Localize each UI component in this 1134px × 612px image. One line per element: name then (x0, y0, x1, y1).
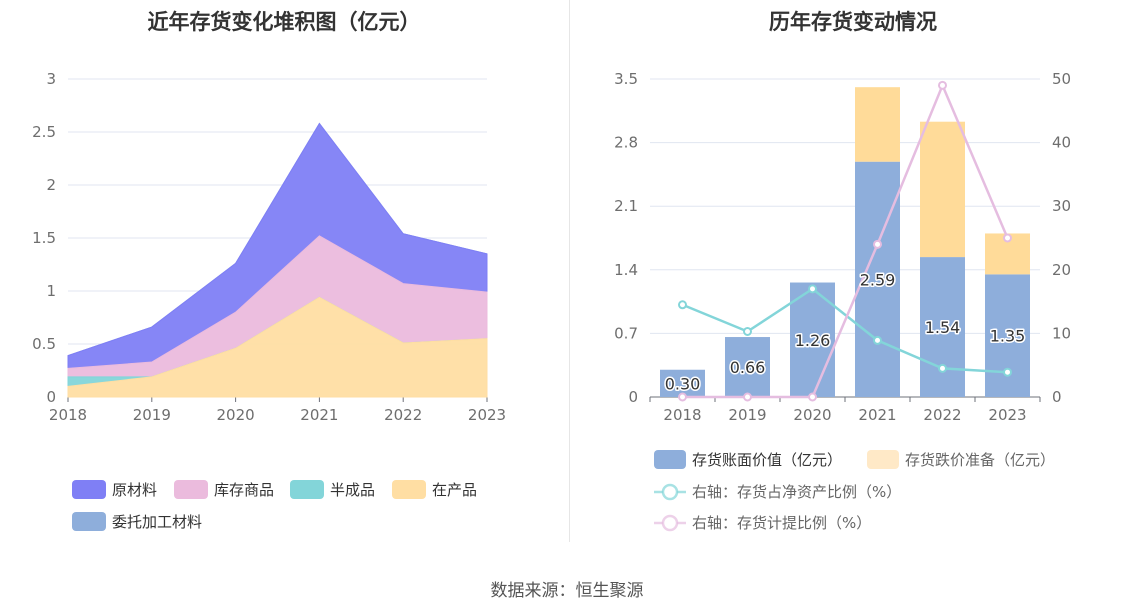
stacked-area-chart-panel: 近年存货变化堆积图（亿元） 0 0.5 1 1.5 2 2.5 3 2018 2019 2020 2… (0, 0, 568, 560)
y2-tick-label: 30 (1052, 197, 1071, 215)
line-point (873, 239, 882, 249)
legend-label: 原材料 (112, 481, 157, 499)
y-tick-label: 0 (46, 388, 56, 406)
y2-tick-label: 50 (1052, 70, 1071, 88)
y2-tick-label: 20 (1052, 261, 1071, 279)
legend-label: 存货跌价准备（亿元） (905, 451, 1055, 469)
x-tick-label: 2020 (217, 406, 255, 424)
y-tick-label: 0 (628, 388, 638, 406)
chart-title: 历年存货变动情况 (769, 10, 937, 34)
y-tick-label: 2.1 (614, 197, 638, 215)
legend-swatch (392, 480, 426, 499)
x-tick-label: 2020 (793, 406, 831, 424)
bar-book-value (725, 337, 770, 397)
line-point (678, 392, 687, 402)
inventory-bar-line-chart-panel: 历年存货变动情况 0 0.7 1.4 2.1 2.8 3.5 0 10 20 30 40 50 2018… (572, 0, 1134, 560)
legend-label: 在产品 (432, 481, 477, 499)
line-provision-ratio (682, 82, 1009, 399)
x-tick-label: 2023 (988, 406, 1026, 424)
bar-line-combo-chart: 0 0.7 1.4 2.1 2.8 3.5 0 10 20 30 40 50 2018 2019 2020 2… (614, 70, 1071, 532)
y-tick-label: 3.5 (614, 70, 638, 88)
area-series (67, 296, 488, 398)
line-point (808, 392, 817, 402)
x-tick-label: 2019 (133, 406, 171, 424)
legend-swatch (290, 480, 324, 499)
x-tick-label: 2021 (300, 406, 338, 424)
panel-divider (569, 0, 570, 542)
legend-swatch (174, 480, 208, 499)
y-tick-label: 1 (46, 282, 56, 300)
bar-value-label: 1.26 (795, 331, 831, 350)
legend-swatch (654, 450, 686, 469)
line-inventory-net-asset-ratio (682, 287, 1008, 374)
legend-label: 右轴：存货计提比例（%） (692, 514, 871, 532)
y-tick-label: 0.7 (614, 324, 638, 342)
line-point (1003, 367, 1012, 377)
legend-label: 存货账面价值（亿元） (692, 451, 842, 469)
y2-tick-label: 40 (1052, 134, 1071, 152)
y-tick-label: 1.5 (32, 229, 56, 247)
bar-book-value (920, 257, 965, 397)
x-tick-label: 2021 (858, 406, 896, 424)
line-point (873, 335, 882, 345)
y2-tick-label: 0 (1052, 388, 1062, 406)
bar-value-label: 1.35 (990, 327, 1026, 346)
chart-title: 近年存货变化堆积图（亿元） (147, 10, 421, 34)
x-tick-label: 2022 (923, 406, 961, 424)
bar-value-label: 1.54 (925, 318, 961, 337)
line-point (938, 363, 947, 373)
legend-label: 右轴：存货占净资产比例（%） (692, 483, 901, 501)
data-source-caption: 数据来源：恒生聚源 (490, 581, 644, 601)
y-tick-label: 2.8 (614, 134, 638, 152)
y-tick-label: 2 (46, 176, 56, 194)
bar-value-label: 0.30 (665, 374, 701, 393)
legend-label: 库存商品 (214, 481, 274, 499)
y-tick-label: 1.4 (614, 261, 638, 279)
bar-value-label: 2.59 (860, 270, 896, 289)
x-tick-label: 2018 (663, 406, 701, 424)
bar-provision (920, 121, 965, 258)
legend-marker (661, 514, 679, 532)
line-point (1003, 233, 1012, 243)
legend-label: 半成品 (330, 481, 375, 499)
legend-swatch (72, 480, 106, 499)
legend-swatch (72, 512, 106, 531)
legend-label: 委托加工材料 (112, 513, 202, 531)
y-tick-label: 3 (46, 70, 56, 88)
line-point (808, 284, 817, 294)
line-point (743, 326, 752, 336)
bar-book-value (660, 369, 705, 397)
x-tick-label: 2018 (49, 406, 87, 424)
x-tick-label: 2019 (728, 406, 766, 424)
legend-marker (661, 483, 679, 501)
y-tick-label: 2.5 (32, 123, 56, 141)
line-point (678, 300, 687, 310)
bar-provision (855, 87, 900, 162)
legend-swatch (867, 450, 899, 469)
y2-tick-label: 10 (1052, 324, 1071, 342)
y-tick-label: 0.5 (32, 335, 56, 353)
x-tick-label: 2022 (384, 406, 422, 424)
stacked-area-chart: 0 0.5 1 1.5 2 2.5 3 2018 2019 2020 2021 2022 2023 原材料… (32, 70, 506, 531)
line-point (938, 80, 947, 90)
line-point (743, 392, 752, 402)
bar-value-label: 0.66 (730, 358, 766, 377)
x-tick-label: 2023 (468, 406, 506, 424)
